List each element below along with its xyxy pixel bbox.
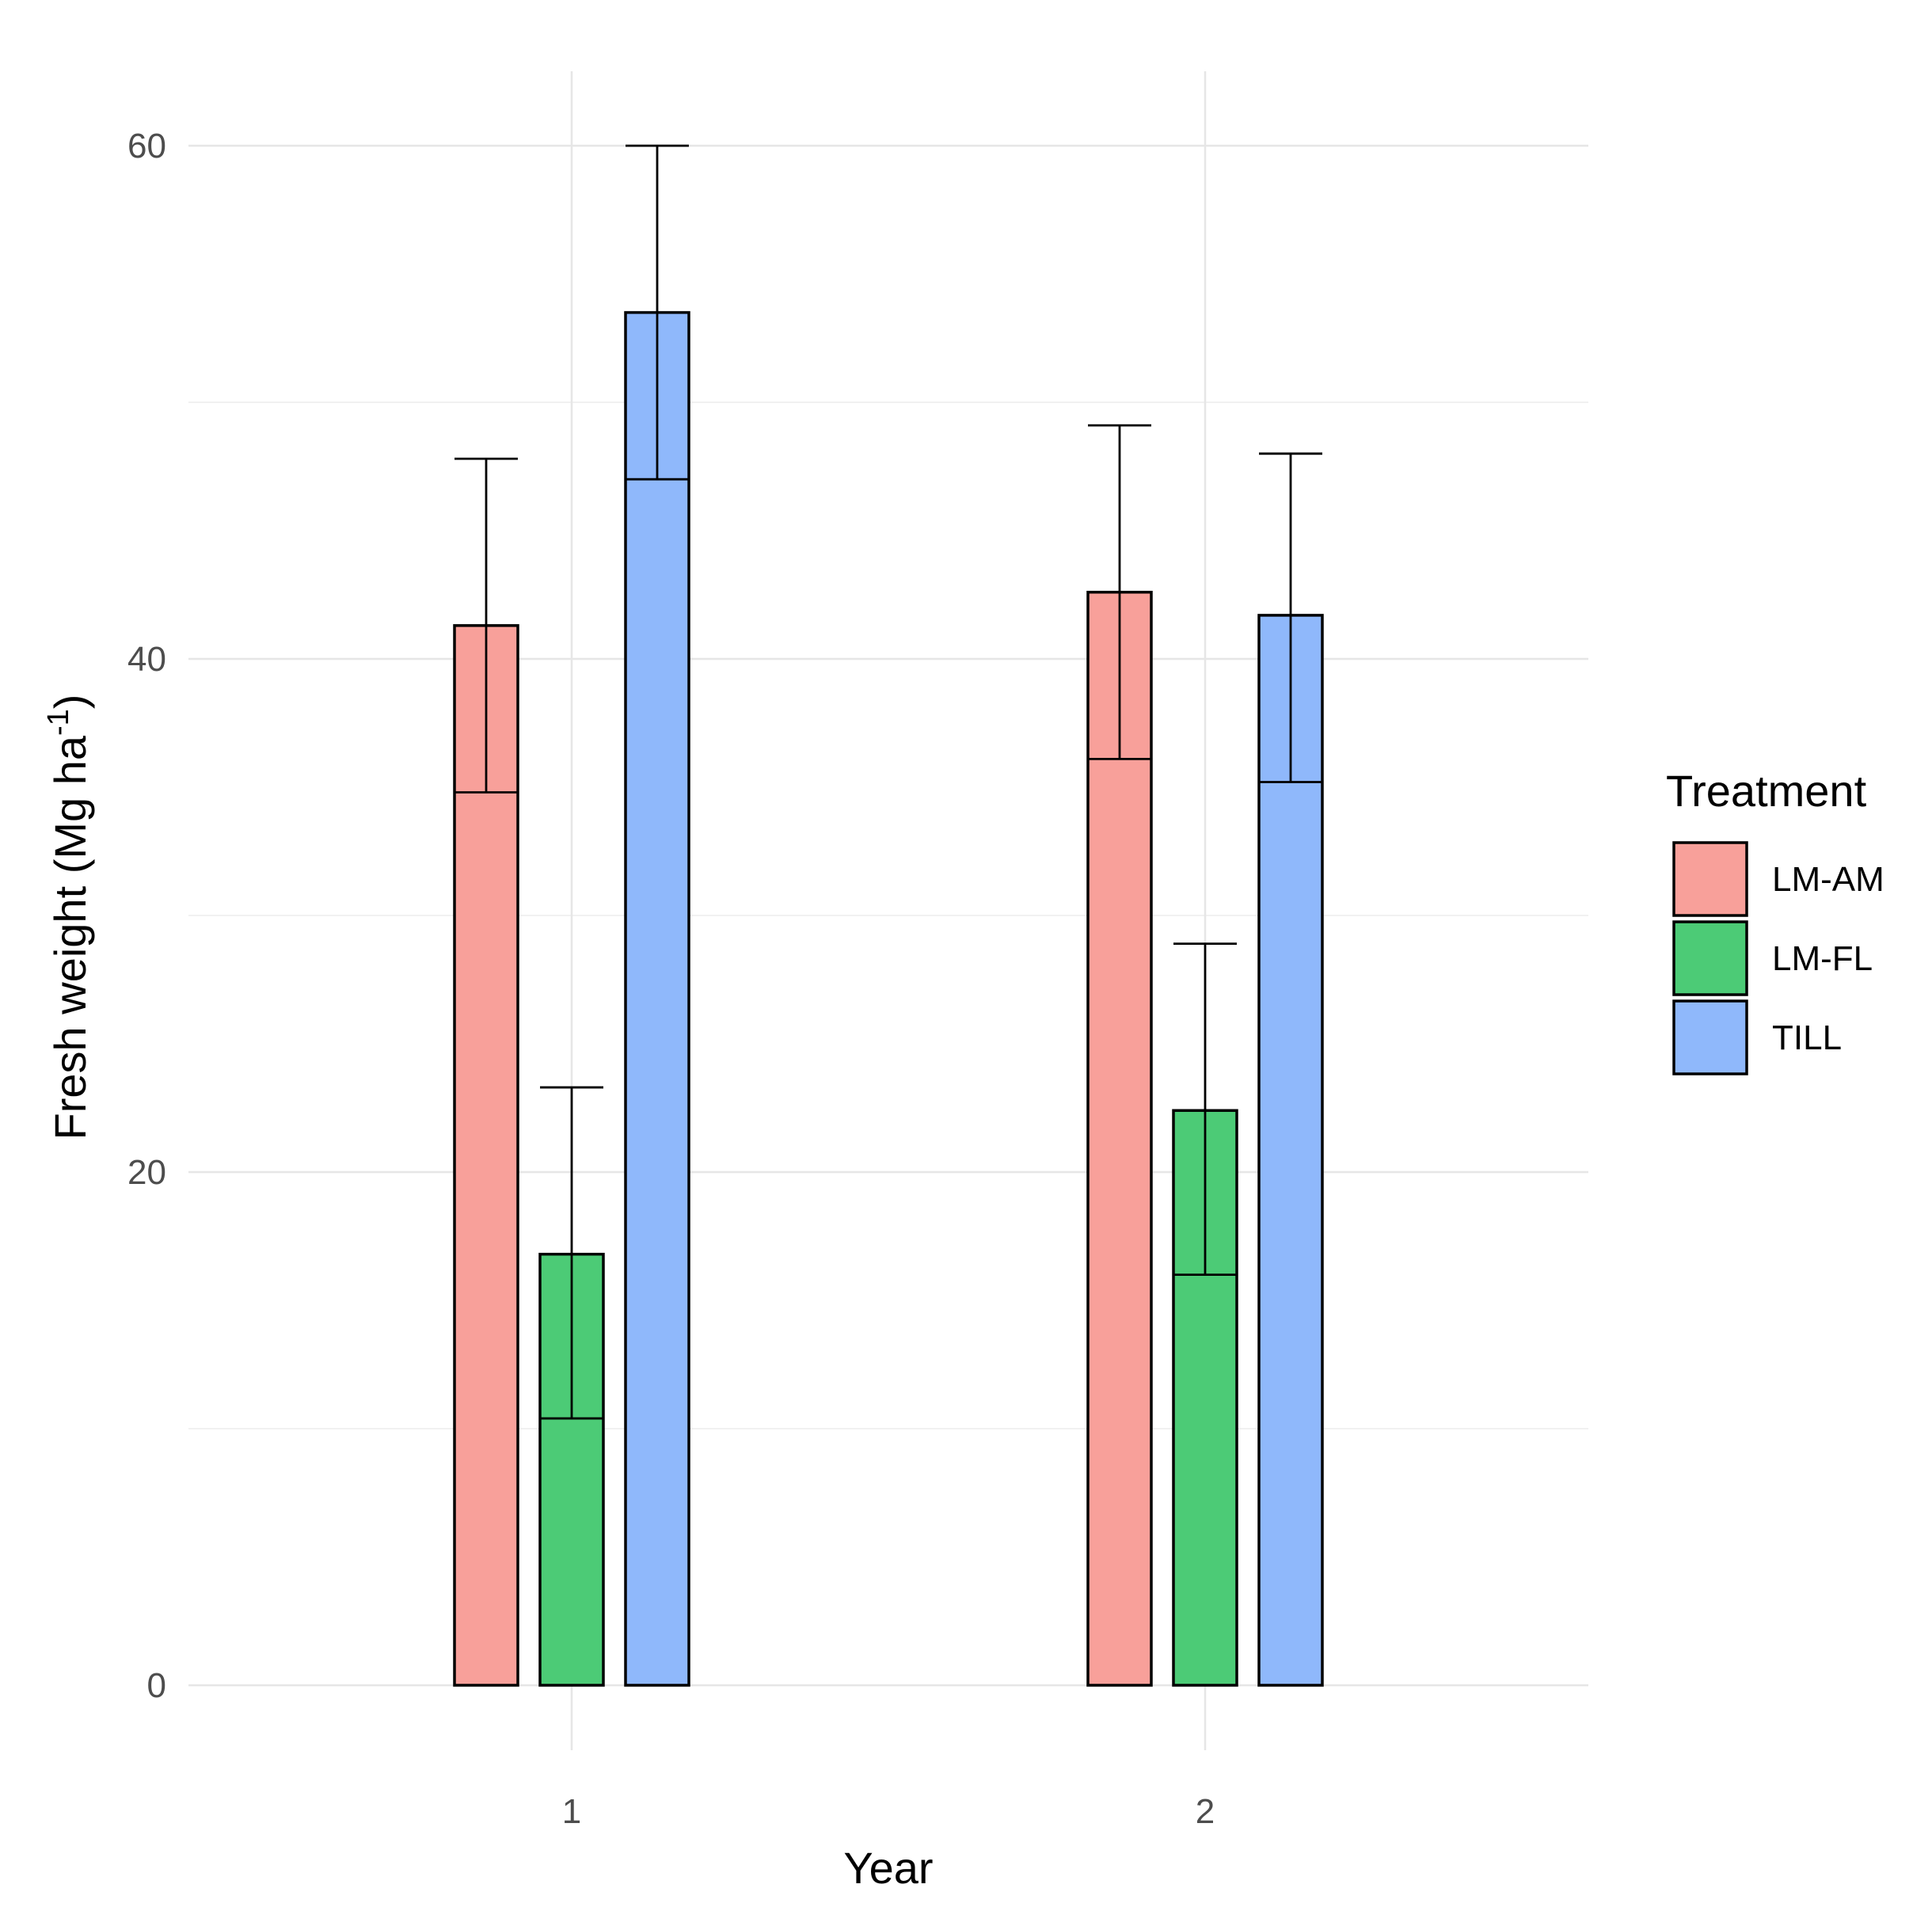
x-tick-label-1: 1 — [562, 1792, 581, 1831]
legend-key-till — [1672, 999, 1748, 1075]
legend-label-lm-am: LM-AM — [1772, 860, 1884, 899]
legend-label-lm-fl: LM-FL — [1772, 939, 1873, 978]
x-tick-label-2: 2 — [1196, 1792, 1215, 1831]
legend: Treatment LM-AM LM-FL TILL — [1666, 766, 1884, 1075]
bars — [453, 310, 1324, 1687]
y-axis-title-suffix: ) — [45, 695, 95, 710]
grid-lines — [188, 71, 1588, 1750]
y-axis-title: Fresh weight (Mg ha-1) — [42, 695, 95, 1140]
legend-key-lm-am — [1672, 841, 1748, 917]
y-tick-label-60: 60 — [127, 127, 166, 166]
error-bars — [454, 144, 1322, 1420]
error-bar-lm-am-year-2 — [1088, 424, 1151, 760]
error-bar-lm-fl-year-1 — [540, 1086, 603, 1420]
legend-key-lm-fl — [1672, 920, 1748, 996]
error-bar-till-year-2 — [1259, 452, 1322, 783]
legend-title: Treatment — [1666, 766, 1867, 816]
y-tick-labels: 0 20 40 60 — [127, 127, 166, 1705]
legend-label-till: TILL — [1772, 1018, 1842, 1057]
y-axis-title-main: Fresh weight (Mg ha — [45, 735, 95, 1140]
y-axis-title-superscript: -1 — [42, 709, 75, 736]
error-bar-lm-am-year-1 — [454, 457, 518, 794]
y-tick-label-20: 20 — [127, 1153, 166, 1192]
bar-till-year-1 — [624, 310, 690, 1687]
legend-items: LM-AM LM-FL TILL — [1672, 841, 1884, 1075]
legend-item-till: TILL — [1672, 999, 1842, 1075]
x-axis-title: Year — [843, 1843, 933, 1893]
error-bar-lm-fl-year-2 — [1173, 942, 1237, 1276]
legend-item-lm-am: LM-AM — [1672, 841, 1884, 917]
bar-lm-am-year-2 — [1086, 591, 1153, 1687]
error-bar-till-year-1 — [626, 144, 689, 481]
legend-item-lm-fl: LM-FL — [1672, 920, 1873, 996]
y-tick-label-40: 40 — [127, 640, 166, 679]
y-tick-label-0: 0 — [147, 1666, 166, 1705]
